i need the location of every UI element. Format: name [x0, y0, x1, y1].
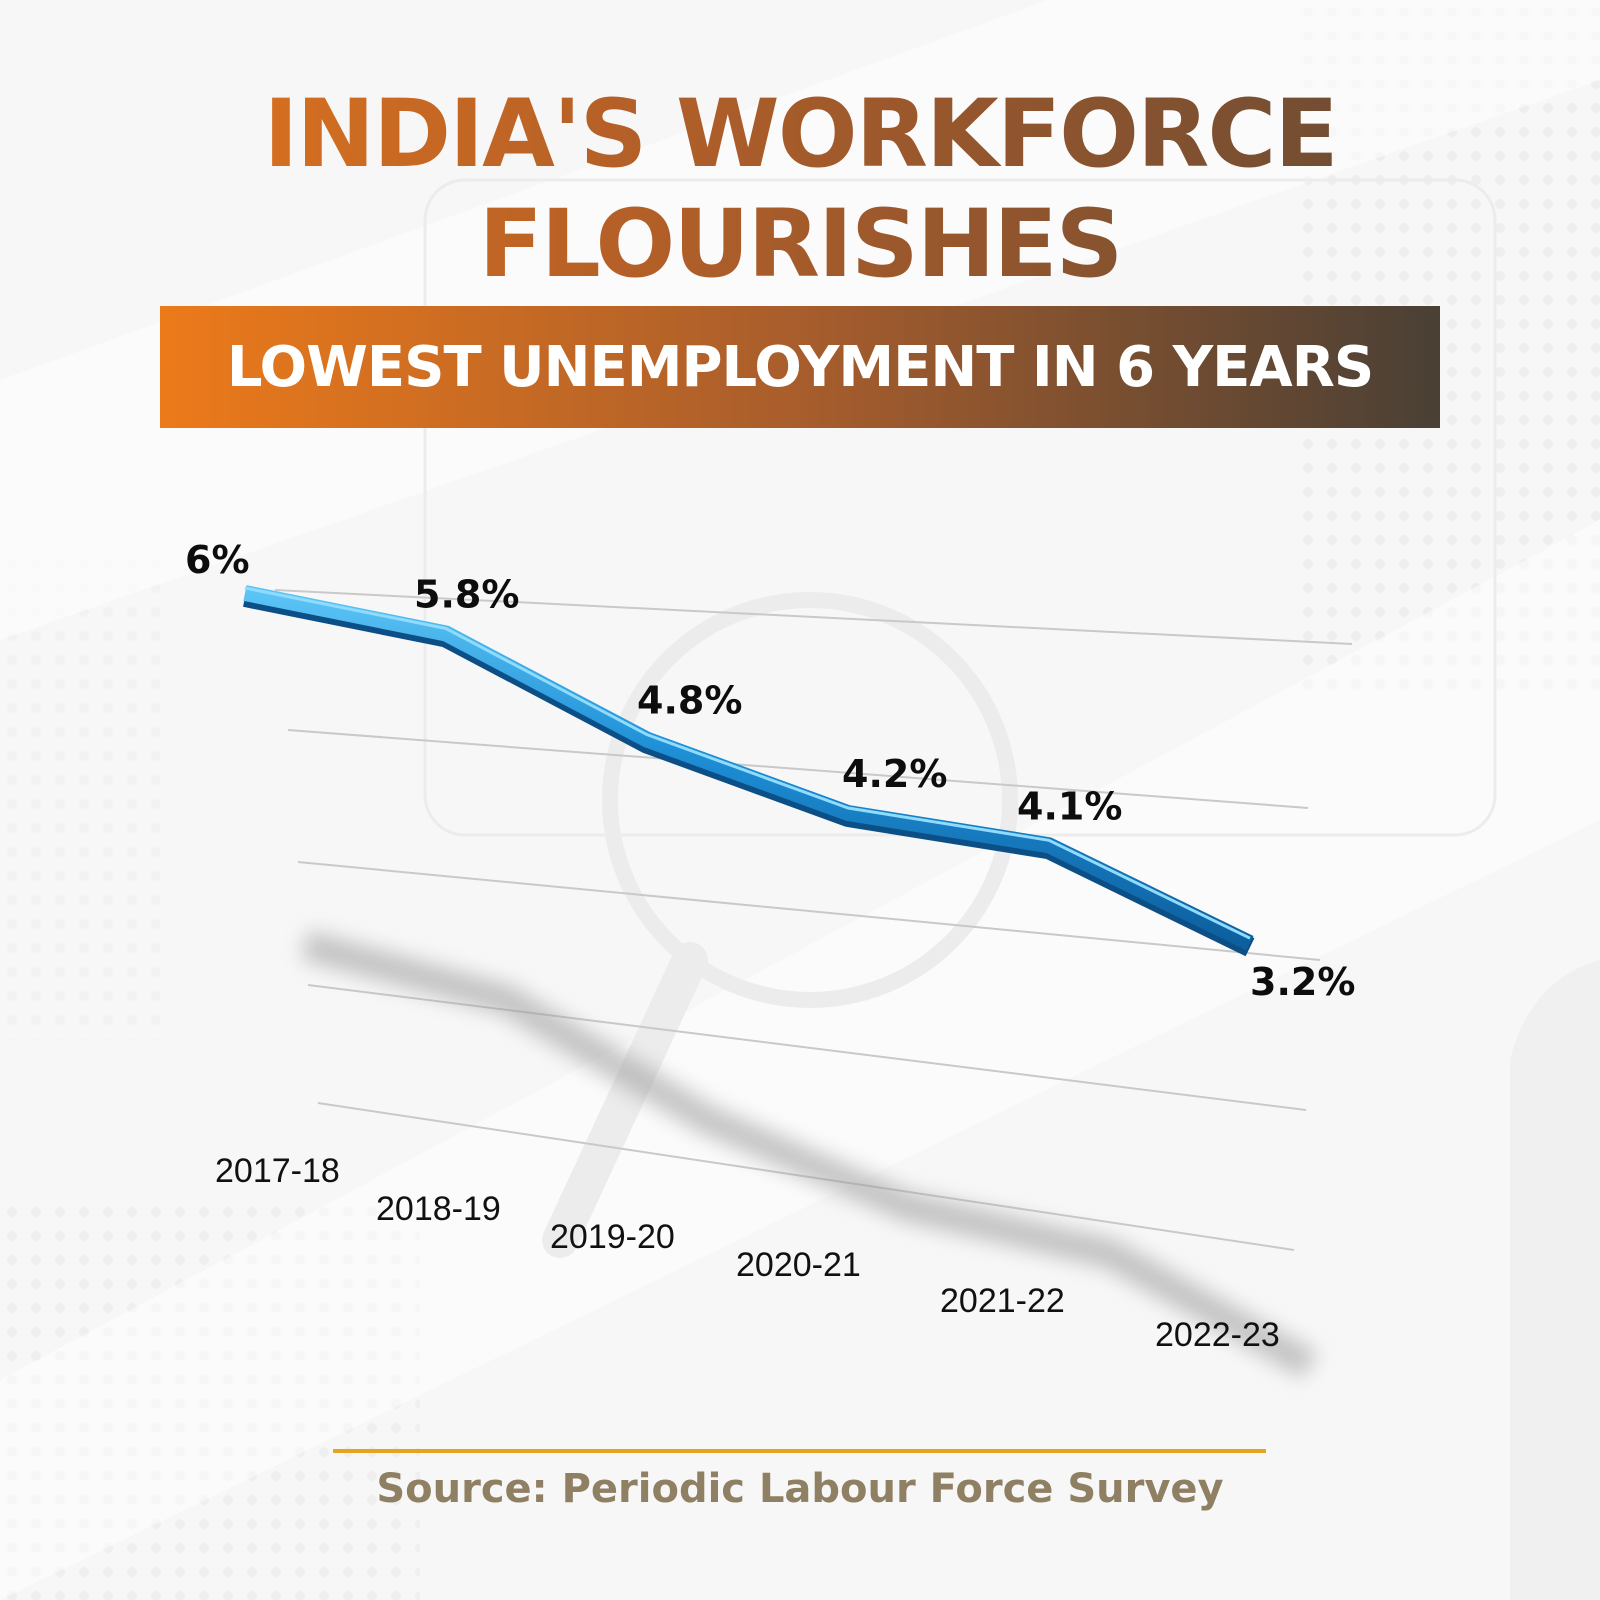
- x-tick-label-2019-20: 2019-20: [550, 1218, 675, 1256]
- gridline-3: [297, 861, 1321, 961]
- x-tick-label-2017-18: 2017-18: [215, 1152, 340, 1190]
- series-line: [243, 585, 1255, 957]
- source-divider: [333, 1449, 1266, 1453]
- x-tick-label-2018-19: 2018-19: [376, 1190, 501, 1228]
- line-shadow: [301, 930, 1318, 1379]
- subtitle-banner: LOWEST UNEMPLOYMENT IN 6 YEARS: [160, 306, 1440, 428]
- data-label-2017-18: 6%: [185, 538, 250, 582]
- x-tick-label-2021-22: 2021-22: [940, 1282, 1065, 1320]
- data-label-2020-21: 4.2%: [842, 752, 947, 796]
- data-label-2021-22: 4.1%: [1017, 784, 1122, 828]
- x-tick-label-2020-21: 2020-21: [736, 1246, 861, 1284]
- source-note: Source: Periodic Labour Force Survey: [376, 1466, 1224, 1512]
- data-label-2022-23: 3.2%: [1250, 960, 1355, 1004]
- page-title-line-1: INDIA'S WORKFORCE: [0, 88, 1600, 182]
- gridline-2: [287, 729, 1309, 809]
- data-labels: 6% 5.8% 4.8% 4.2% 4.1% 3.2%: [185, 538, 1355, 1004]
- subtitle-text: LOWEST UNEMPLOYMENT IN 6 YEARS: [226, 334, 1374, 400]
- gridline-4: [307, 984, 1307, 1111]
- page-title-line-2: FLOURISHES: [0, 198, 1600, 292]
- data-label-2019-20: 4.8%: [637, 679, 742, 723]
- gridline-1: [274, 589, 1353, 645]
- data-label-2018-19: 5.8%: [414, 573, 519, 617]
- x-tick-label-2022-23: 2022-23: [1155, 1316, 1280, 1354]
- series-line-path: [243, 585, 1254, 951]
- x-axis-tick-labels: 2017-18 2018-19 2019-20 2020-21 2021-22 2022-…: [215, 1152, 1280, 1354]
- line-shadow-path: [301, 930, 1318, 1379]
- series-line-highlight: [244, 586, 1251, 940]
